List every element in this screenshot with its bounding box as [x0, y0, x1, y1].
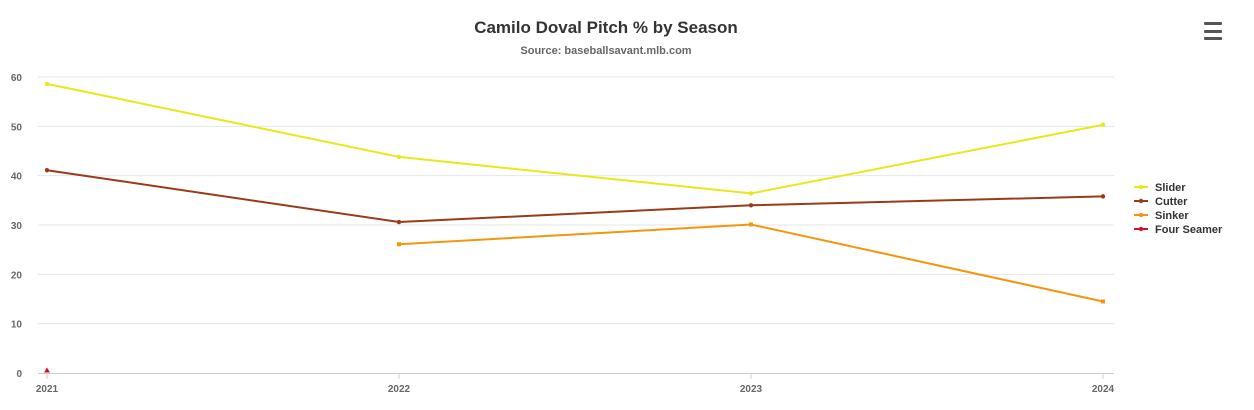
menu-bar — [1204, 22, 1222, 25]
series-four-seamer — [44, 367, 50, 373]
legend-swatch-marker — [1138, 226, 1144, 232]
data-point — [749, 222, 753, 227]
data-point — [397, 242, 401, 247]
data-point — [44, 367, 50, 373]
axes: 0 10 20 30 40 50 60 2021 2022 2023 2024 — [11, 73, 1115, 395]
series-line — [46, 82, 1104, 195]
x-tick-label: 2022 — [388, 384, 411, 395]
x-tick-label: 2024 — [1092, 384, 1115, 395]
chart-subtitle: Source: baseballsavant.mlb.com — [520, 45, 691, 57]
data-point — [1100, 122, 1106, 128]
series-cutter — [44, 168, 1106, 225]
y-tick-label: 50 — [11, 122, 23, 133]
data-point — [396, 219, 402, 225]
legend-item-cutter: Cutter — [1134, 196, 1188, 208]
y-tick-label: 0 — [16, 369, 22, 380]
data-point — [748, 203, 754, 208]
data-point — [1100, 194, 1106, 199]
menu-bar — [1204, 29, 1222, 33]
legend-item-slider: Slider — [1134, 182, 1186, 194]
legend-swatch-marker — [1138, 184, 1144, 190]
x-tick-label: 2023 — [740, 384, 763, 395]
legend-label: Cutter — [1155, 196, 1188, 208]
legend: Slider Cutter Sinker Four Seamer — [1134, 182, 1223, 236]
legend-swatch-marker — [1138, 198, 1144, 204]
data-point — [44, 81, 50, 87]
legend-item-sinker: Sinker — [1134, 210, 1189, 222]
series-sinker — [397, 222, 1105, 304]
y-tick-label: 10 — [11, 320, 23, 331]
hamburger-menu-icon[interactable] — [1200, 20, 1226, 42]
y-tick-label: 20 — [11, 270, 23, 281]
series-line — [398, 223, 1104, 303]
data-point — [396, 154, 402, 160]
series-lines — [44, 81, 1106, 373]
y-tick-label: 60 — [11, 73, 23, 84]
menu-bar — [1204, 37, 1222, 40]
chart-title: Camilo Doval Pitch % by Season — [474, 18, 738, 37]
x-tick-label: 2021 — [36, 384, 59, 395]
y-tick-label: 30 — [11, 221, 23, 232]
legend-item-four-seamer: Four Seamer — [1134, 224, 1223, 236]
data-point — [44, 168, 50, 173]
legend-label: Slider — [1155, 182, 1186, 194]
data-point — [748, 191, 754, 196]
grid-lines — [38, 76, 1114, 325]
legend-swatch-marker — [1138, 212, 1144, 218]
series-line — [46, 169, 1104, 224]
series-slider — [44, 81, 1106, 196]
y-tick-label: 40 — [11, 172, 23, 183]
legend-label: Sinker — [1155, 210, 1189, 222]
data-point — [1101, 299, 1105, 304]
legend-label: Four Seamer — [1155, 224, 1223, 236]
